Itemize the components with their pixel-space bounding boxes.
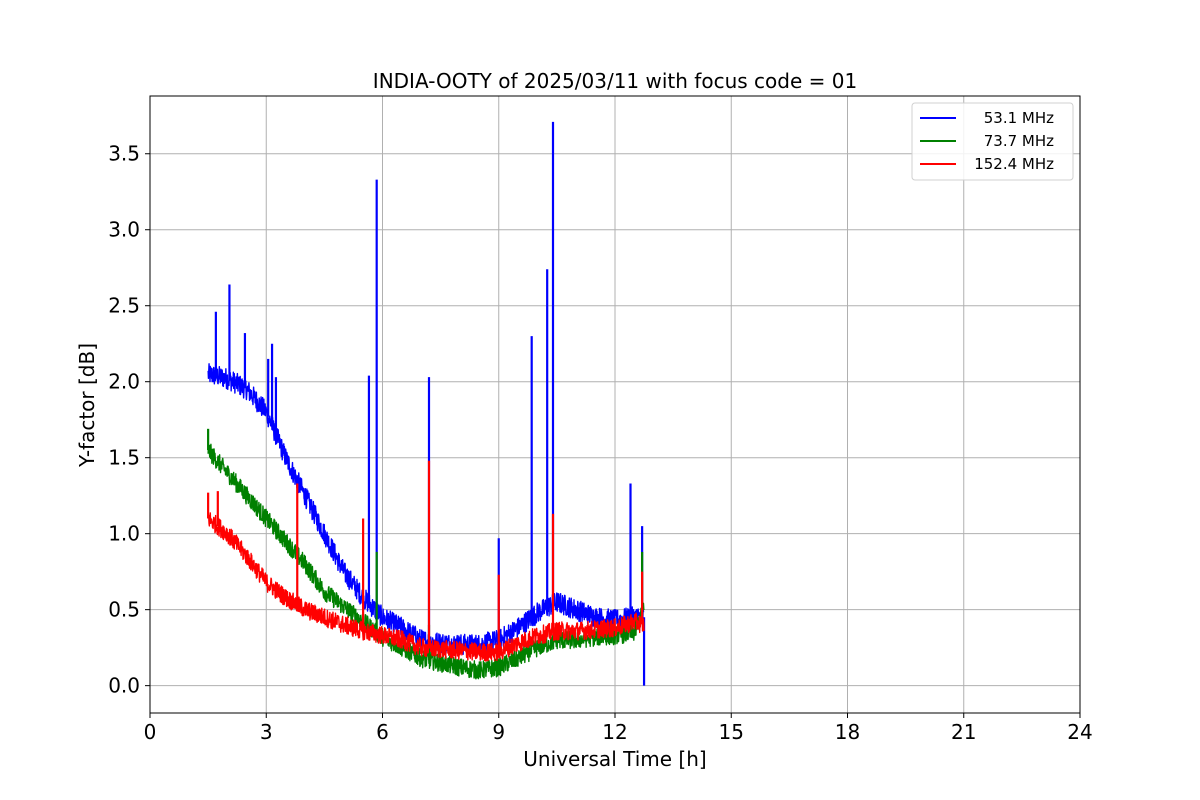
x-tick-label: 15 xyxy=(719,720,744,744)
x-tick-label: 0 xyxy=(144,720,157,744)
x-tick-label: 12 xyxy=(602,720,627,744)
plot-series xyxy=(207,121,646,686)
chart-title: INDIA-OOTY of 2025/03/11 with focus code… xyxy=(373,69,857,93)
x-tick-label: 9 xyxy=(492,720,505,744)
legend-label: 73.7 MHz xyxy=(984,132,1054,150)
x-tick-label: 21 xyxy=(951,720,976,744)
x-tick-label: 6 xyxy=(376,720,389,744)
y-tick-label: 2.5 xyxy=(108,294,140,318)
y-axis-label: Y-factor [dB] xyxy=(75,343,99,468)
y-tick-label: 3.5 xyxy=(108,142,140,166)
y-tick-label: 2.0 xyxy=(108,370,140,394)
legend-label: 152.4 MHz xyxy=(974,155,1054,173)
series-152.4-mhz xyxy=(207,460,645,662)
x-tick-label: 18 xyxy=(835,720,860,744)
y-tick-label: 1.0 xyxy=(108,522,140,546)
y-tick-label: 0.5 xyxy=(108,598,140,622)
x-axis-label: Universal Time [h] xyxy=(523,747,706,771)
legend-label: 53.1 MHz xyxy=(984,109,1054,127)
legend: 53.1 MHz 73.7 MHz 152.4 MHz xyxy=(911,102,1074,181)
x-tick-label: 3 xyxy=(260,720,273,744)
axis-ticks: 0 3 6 9 12 15 18 21 24 0.0 0.5 1.0 1.5 2.0 2.5 3.0 3.5 xyxy=(108,142,1093,744)
series-line xyxy=(207,512,645,662)
y-tick-label: 3.0 xyxy=(108,218,140,242)
y-tick-label: 1.5 xyxy=(108,446,140,470)
legend-box xyxy=(911,102,1074,181)
y-tick-label: 0.0 xyxy=(108,674,140,698)
x-tick-label: 24 xyxy=(1067,720,1092,744)
